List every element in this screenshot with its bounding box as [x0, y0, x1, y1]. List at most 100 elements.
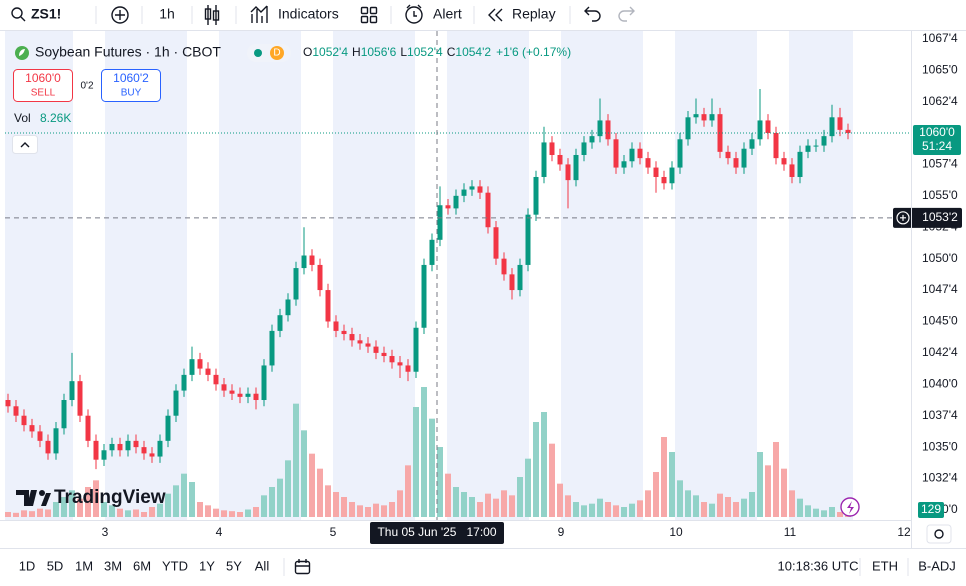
undo-button[interactable]	[584, 6, 601, 22]
interval[interactable]: 1h	[159, 6, 175, 22]
add-alert-button[interactable]	[896, 211, 910, 225]
volume-bar	[205, 505, 211, 517]
volume-bar	[389, 502, 395, 517]
range-button[interactable]: 1D	[19, 558, 36, 573]
volume-bar	[557, 483, 563, 517]
crosshair-time-label: Thu 05 Jun '25 17:00	[377, 525, 496, 539]
volume-bar	[261, 495, 267, 517]
candle-body	[493, 227, 499, 259]
watermark: TradingView	[16, 487, 166, 508]
candle-body	[325, 290, 331, 322]
range-button[interactable]: 5Y	[226, 558, 242, 573]
volume-bar	[685, 490, 691, 517]
layouts-button[interactable]	[360, 6, 378, 24]
replay-label[interactable]: Replay	[512, 6, 556, 22]
candle-body	[117, 443, 123, 451]
candle-body	[405, 365, 411, 372]
h-label: H	[352, 45, 361, 59]
volume-bar	[413, 407, 419, 517]
range-button[interactable]: 1M	[75, 558, 93, 573]
candle-body	[61, 400, 67, 429]
adjustment-toggle[interactable]: B-ADJ	[918, 558, 956, 573]
session-toggle[interactable]: ETH	[872, 558, 898, 573]
symbol-search[interactable]: ZS1!	[11, 6, 61, 22]
candle-body	[677, 139, 683, 168]
volume-bar	[133, 509, 139, 517]
candle-body	[621, 161, 627, 168]
volume-bar	[573, 502, 579, 517]
candle-body	[541, 142, 547, 177]
candle-body	[701, 114, 707, 121]
candle-body	[821, 136, 827, 146]
candle-body	[173, 390, 179, 416]
candle-body	[365, 343, 371, 347]
legend-ohlc: O1052'4 H1056'6 L1052'4 C1054'2 +1'6 (+0.17%…	[303, 45, 571, 59]
range-button[interactable]: All	[255, 558, 270, 573]
replay-button[interactable]: Replay	[488, 6, 556, 22]
candle-body	[205, 368, 211, 375]
chart-type-button[interactable]	[204, 5, 220, 25]
candle-body	[669, 167, 675, 184]
volume-bar	[469, 497, 475, 517]
grid-icon	[369, 15, 378, 24]
settings-button[interactable]	[926, 524, 952, 544]
volume-bar	[693, 495, 699, 517]
y-tick-label: 1045'0	[922, 314, 958, 328]
collapse-legend[interactable]	[12, 135, 38, 154]
buy-price: 1060'2	[113, 71, 149, 85]
volume-bar	[13, 512, 19, 517]
candle-body	[125, 440, 131, 451]
indicators-button[interactable]: Indicators	[250, 5, 339, 23]
goto-date-button[interactable]	[294, 559, 311, 575]
alert-icon	[405, 6, 423, 24]
delay-badge-label: D	[273, 48, 280, 59]
buy-label: BUY	[121, 88, 142, 99]
volume-bar	[237, 512, 243, 517]
range-button[interactable]: 1Y	[199, 558, 215, 573]
volume-bar	[197, 502, 203, 517]
symbol[interactable]: ZS1!	[31, 6, 61, 22]
compare-button[interactable]	[111, 6, 129, 24]
buy-button[interactable]: 1060'2 BUY	[101, 69, 161, 102]
volume-bar	[357, 505, 363, 517]
range-button[interactable]: YTD	[162, 558, 188, 573]
volume-bar	[581, 505, 587, 517]
grid-icon	[369, 6, 378, 15]
volume-bar	[309, 453, 315, 517]
volume-bar	[717, 493, 723, 517]
x-tick-label: 5	[330, 525, 337, 539]
volume-bar	[605, 502, 611, 517]
volume-bar	[493, 498, 499, 517]
candle-body	[245, 393, 251, 397]
range-button[interactable]: 5D	[47, 558, 64, 573]
volume-bar	[229, 511, 235, 517]
grid-icon	[360, 15, 369, 24]
candle-body	[845, 129, 851, 134]
volume-bar	[325, 485, 331, 517]
alert-label[interactable]: Alert	[433, 6, 462, 22]
volume-bar	[157, 503, 163, 517]
volume-bar	[5, 512, 11, 517]
candle-body	[133, 440, 139, 448]
candle-body	[685, 117, 691, 140]
x-tick-label: 3	[102, 525, 109, 539]
volume-bar	[277, 478, 283, 517]
candle-body	[709, 114, 715, 121]
volume-bar	[677, 480, 683, 517]
candle-body	[53, 428, 59, 454]
volume-bar	[285, 460, 291, 517]
volume-legend-label: Vol	[14, 111, 31, 125]
volume-bar	[45, 509, 51, 517]
candle-body	[421, 264, 427, 328]
alert-button[interactable]: Alert	[405, 4, 462, 24]
sell-button[interactable]: 1060'0 SELL	[13, 69, 73, 102]
redo-button[interactable]	[618, 6, 635, 22]
candle-body	[765, 120, 771, 134]
indicators-label[interactable]: Indicators	[278, 6, 339, 22]
candle-body	[757, 120, 763, 140]
range-button[interactable]: 6M	[133, 558, 151, 573]
clock[interactable]: 10:18:36 UTC	[778, 558, 859, 573]
x-tick-label: 10	[669, 525, 683, 539]
lightning-button[interactable]	[840, 497, 860, 517]
range-button[interactable]: 3M	[104, 558, 122, 573]
